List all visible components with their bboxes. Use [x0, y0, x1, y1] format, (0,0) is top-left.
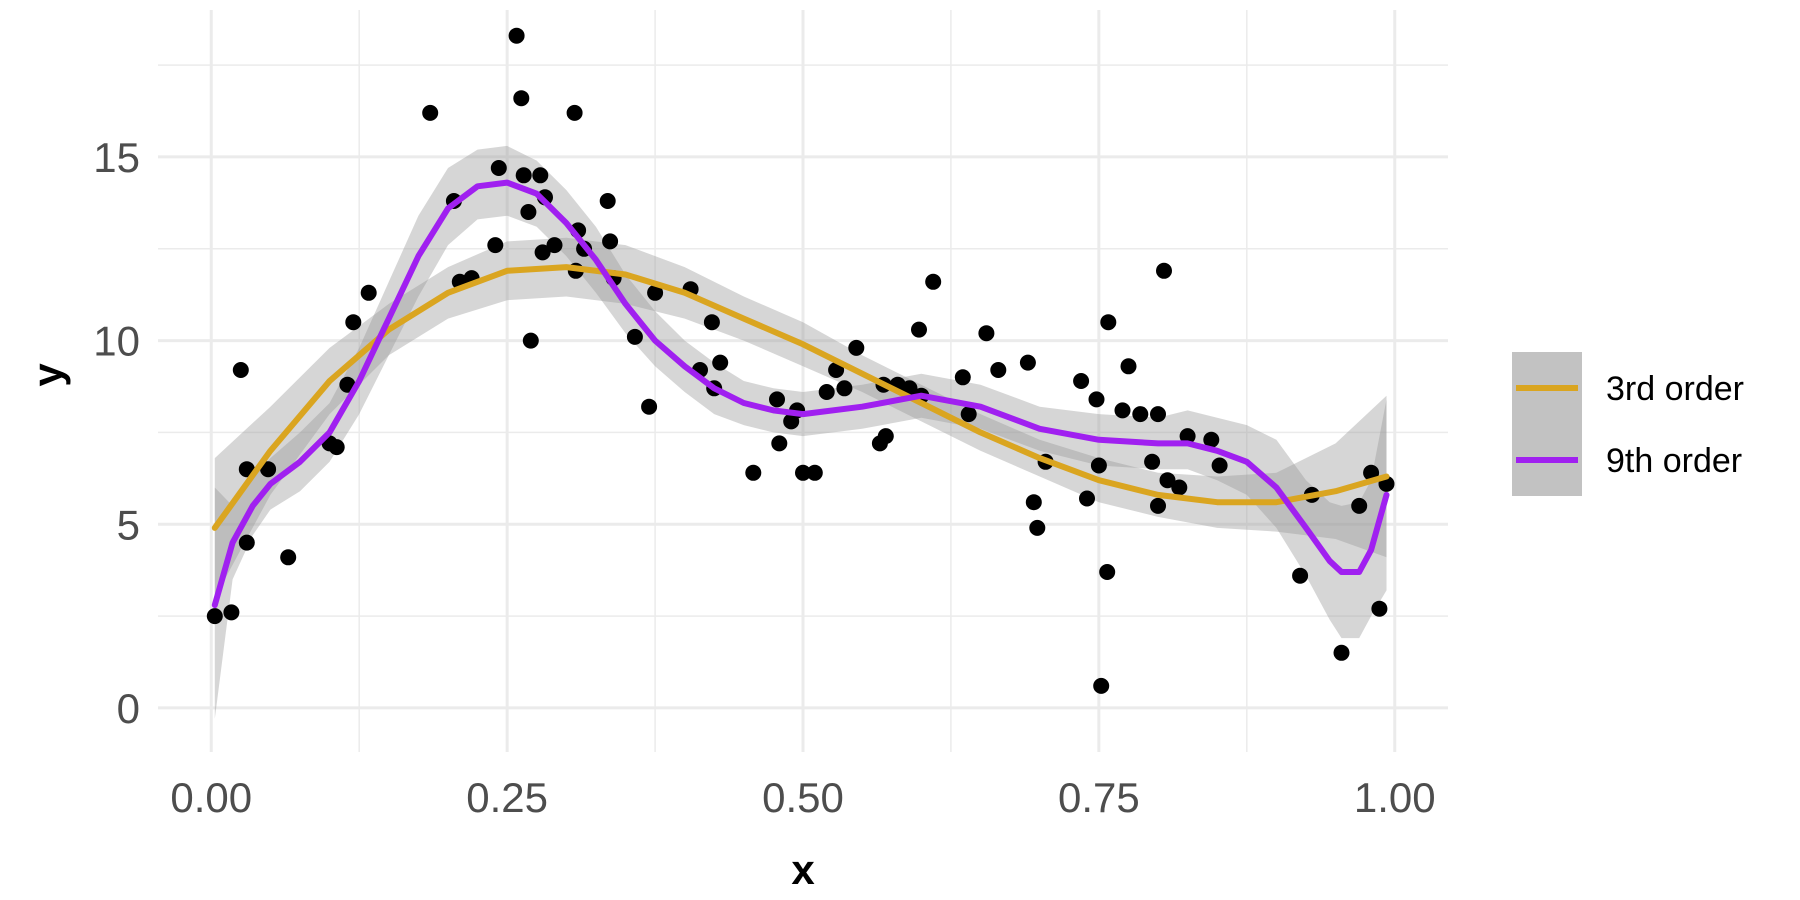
- data-point: [712, 354, 729, 371]
- data-point: [260, 461, 277, 478]
- data-point: [520, 204, 537, 220]
- data-point: [1090, 457, 1107, 474]
- data-point: [515, 167, 532, 184]
- data-point: [490, 160, 507, 176]
- x-tick-label: 0.50: [762, 774, 844, 821]
- data-point: [1132, 406, 1149, 423]
- data-point: [1171, 479, 1188, 496]
- data-point: [1179, 428, 1196, 445]
- data-point: [626, 328, 643, 345]
- data-point: [1120, 358, 1137, 375]
- data-point: [1079, 490, 1095, 507]
- x-tick-label: 0.75: [1058, 774, 1140, 821]
- data-point: [508, 27, 525, 44]
- data-point: [232, 362, 249, 378]
- data-point: [1156, 262, 1172, 279]
- data-point: [1159, 472, 1176, 489]
- data-point: [534, 244, 551, 261]
- data-point: [1144, 453, 1161, 470]
- data-point: [360, 284, 377, 301]
- data-point: [978, 325, 995, 342]
- data-point: [345, 314, 362, 331]
- data-point: [818, 384, 835, 400]
- fit-line: [211, 264, 1390, 531]
- data-point: [1211, 457, 1228, 474]
- data-point: [1371, 600, 1388, 617]
- x-axis-title: x: [791, 846, 815, 893]
- data-point: [1351, 497, 1368, 514]
- x-tick-label: 0.25: [466, 774, 548, 821]
- data-point: [990, 362, 1007, 378]
- data-point: [960, 406, 977, 423]
- legend: 3rd order 9th order: [1512, 352, 1744, 496]
- data-point: [954, 369, 971, 386]
- confidence-band: [214, 145, 1387, 719]
- legend-label: 3rd order: [1606, 370, 1744, 408]
- data-point: [487, 237, 504, 254]
- data-point: [911, 321, 927, 338]
- data-point: [532, 167, 549, 184]
- y-tick-label: 10: [93, 318, 140, 365]
- data-point: [223, 604, 240, 621]
- data-point: [1150, 406, 1166, 423]
- data-point: [513, 90, 530, 107]
- x-tick-label: 0.00: [170, 774, 252, 821]
- data-point: [1114, 402, 1131, 419]
- data-point: [806, 464, 823, 481]
- data-point: [238, 534, 255, 551]
- data-point: [599, 193, 616, 209]
- data-point: [795, 464, 811, 481]
- fit-lines: [211, 179, 1390, 609]
- data-point: [1292, 567, 1309, 584]
- data-point: [771, 435, 788, 452]
- data-point: [1150, 497, 1166, 514]
- scatter-points: [206, 27, 1395, 694]
- data-point: [1025, 494, 1042, 511]
- data-point: [1073, 373, 1090, 389]
- data-point: [745, 464, 762, 481]
- data-point: [848, 339, 865, 356]
- y-axis-title: y: [24, 363, 71, 387]
- data-point: [836, 380, 853, 397]
- y-tick-label: 0: [117, 685, 140, 732]
- data-point: [546, 237, 563, 254]
- data-point: [1029, 519, 1046, 536]
- data-point: [1203, 431, 1220, 448]
- x-tick-labels: 0.00 0.25 0.50 0.75 1.00: [170, 774, 1435, 821]
- data-point: [566, 104, 583, 121]
- data-point: [522, 332, 539, 349]
- data-point: [280, 549, 297, 566]
- data-point: [1099, 564, 1116, 580]
- data-point: [1019, 354, 1036, 371]
- confidence-bands: [214, 145, 1387, 719]
- data-point: [1100, 314, 1117, 331]
- data-point: [206, 608, 223, 625]
- y-tick-labels: 0 5 10 15: [93, 134, 140, 732]
- y-tick-label: 15: [93, 134, 140, 181]
- y-tick-label: 5: [117, 501, 140, 548]
- data-point: [703, 314, 720, 331]
- fit-line: [211, 179, 1390, 609]
- data-point: [647, 284, 664, 301]
- legend-label: 9th order: [1606, 442, 1742, 480]
- data-point: [328, 439, 345, 456]
- data-point: [925, 273, 942, 290]
- data-point: [1333, 644, 1350, 661]
- data-point: [1088, 391, 1105, 408]
- data-point: [877, 428, 894, 445]
- data-point: [769, 391, 785, 408]
- data-point: [641, 398, 658, 415]
- x-tick-label: 1.00: [1354, 774, 1436, 821]
- data-point: [602, 233, 619, 250]
- data-point: [422, 104, 439, 121]
- data-point: [1093, 677, 1110, 694]
